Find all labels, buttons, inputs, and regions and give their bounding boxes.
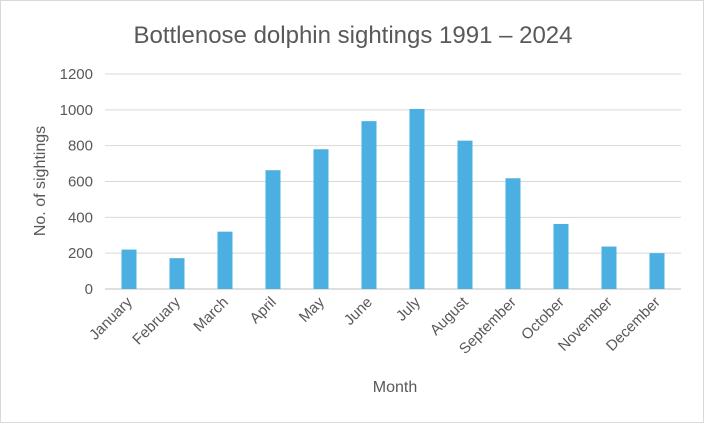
y-tick-label: 1200 [60, 66, 93, 83]
y-axis-label: No. of sightings [32, 126, 49, 236]
y-tick-label: 0 [85, 281, 93, 298]
y-tick-label: 400 [68, 209, 93, 226]
y-tick-label: 600 [68, 174, 93, 191]
bar-august [457, 140, 473, 289]
x-tick-label-may: May [296, 293, 328, 325]
bars [121, 108, 665, 289]
y-axis-ticks: 0 200 400 600 800 1000 1200 [60, 66, 93, 298]
x-axis-label: Month [373, 379, 417, 396]
bar-january [121, 249, 137, 289]
y-tick-label: 800 [68, 138, 93, 155]
bar-july [409, 108, 425, 289]
bar-april [265, 170, 281, 289]
bar-february [169, 258, 185, 289]
bar-december [649, 253, 665, 289]
bar-march [217, 231, 233, 289]
chart-title: Bottlenose dolphin sightings 1991 – 2024 [133, 22, 572, 49]
x-tick-label-july: July [393, 293, 424, 324]
bar-may [313, 149, 329, 289]
y-tick-label: 200 [68, 245, 93, 262]
bar-june [361, 121, 377, 289]
y-tick-label: 1000 [60, 102, 93, 119]
gridlines [105, 73, 681, 290]
x-tick-label-august: August [427, 293, 473, 339]
bar-september [505, 178, 521, 289]
x-tick-label-april: April [247, 294, 280, 327]
x-tick-label-march: March [190, 294, 231, 335]
bar-november [601, 246, 617, 289]
bar-october [553, 223, 569, 289]
x-tick-label-june: June [341, 294, 376, 329]
x-tick-label-february: February [129, 293, 184, 348]
